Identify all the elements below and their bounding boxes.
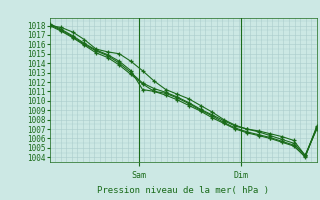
X-axis label: Pression niveau de la mer( hPa ): Pression niveau de la mer( hPa ) — [97, 186, 269, 195]
